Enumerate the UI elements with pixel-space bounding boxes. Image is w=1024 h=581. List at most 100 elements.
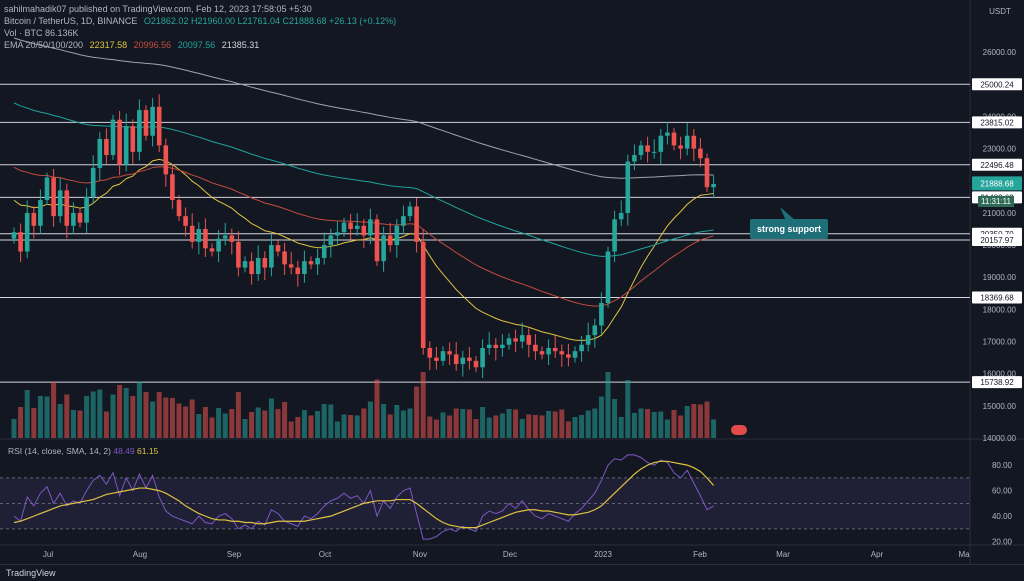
- volume-bar: [328, 404, 334, 438]
- candle-body: [222, 235, 228, 239]
- candle-body: [341, 222, 347, 233]
- volume-bar: [460, 409, 466, 438]
- volume-bar: [605, 372, 611, 438]
- candle-body: [473, 360, 479, 368]
- time-tick-label: Apr: [871, 550, 884, 559]
- candle-body: [394, 225, 400, 246]
- volume-bar: [572, 417, 578, 438]
- candle-body: [361, 225, 367, 236]
- volume-bar: [110, 394, 116, 438]
- volume-bar: [546, 411, 552, 438]
- volume-bar: [57, 404, 63, 438]
- volume-bar: [268, 398, 274, 438]
- rsi-ma-line: [13, 460, 715, 529]
- volume-bar: [90, 391, 96, 438]
- volume-bar: [691, 404, 697, 438]
- candle-body: [546, 347, 551, 355]
- candle-body: [632, 155, 637, 162]
- time-tick-label: Dec: [503, 550, 517, 559]
- volume-bar: [163, 397, 169, 438]
- volume-bar: [334, 421, 340, 438]
- volume-bar: [499, 413, 505, 438]
- volume-bar: [394, 405, 400, 438]
- volume-bar: [645, 409, 651, 438]
- candle-body: [84, 196, 89, 223]
- candle-body: [44, 177, 50, 201]
- candle-body: [335, 232, 340, 236]
- price-tick-label: 19000.00: [983, 273, 1017, 282]
- volume-bar: [301, 410, 307, 438]
- rsi-tick-label: 40.00: [992, 512, 1013, 521]
- volume-bar: [381, 404, 387, 438]
- candle-body: [539, 351, 545, 355]
- rsi-label: RSI (14, close, SMA, 14, 2): [8, 446, 111, 456]
- candle-body: [684, 135, 690, 149]
- volume-bar: [321, 404, 327, 438]
- candle-body: [104, 138, 109, 156]
- volume-bar: [209, 417, 215, 438]
- rsi-tick-label: 20.00: [992, 538, 1013, 547]
- candle-body: [460, 357, 466, 365]
- volume-bar: [711, 419, 717, 438]
- volume-bar: [374, 379, 380, 438]
- volume-bar: [51, 382, 57, 438]
- volume-bar: [84, 396, 90, 438]
- candle-body: [605, 251, 611, 303]
- volume-bar: [579, 415, 585, 438]
- candle-body: [176, 200, 182, 217]
- time-tick-label: Sep: [227, 550, 242, 559]
- volume-bar: [400, 410, 406, 438]
- candle-body: [143, 110, 149, 136]
- time-tick-label: Nov: [413, 550, 427, 559]
- volume-bar: [704, 401, 710, 438]
- candle-body: [645, 145, 650, 152]
- candle-body: [467, 357, 472, 361]
- candle-body: [420, 241, 426, 348]
- candle-body: [51, 177, 56, 217]
- volume-bar: [117, 385, 123, 438]
- level-badge: [972, 291, 1022, 304]
- level-badge: [972, 158, 1022, 171]
- volume-bar: [202, 407, 208, 438]
- candle-body: [618, 212, 624, 220]
- level-label: 23815.02: [980, 118, 1014, 127]
- volume-bar: [97, 389, 103, 438]
- candle-body: [612, 219, 617, 252]
- volume-bar: [559, 409, 565, 438]
- volume-bar: [308, 415, 314, 438]
- candle-body: [698, 148, 703, 159]
- candle-body: [354, 225, 360, 229]
- volume-bar: [598, 396, 604, 438]
- price-tick-label: 23000.00: [983, 145, 1017, 154]
- volume-bar: [539, 415, 545, 438]
- candle-body: [24, 212, 30, 252]
- candle-body: [269, 245, 274, 268]
- time-tick-label: Feb: [693, 550, 707, 559]
- volume-bar: [658, 411, 664, 438]
- rsi-ma-value: 61.15: [137, 446, 159, 456]
- volume-bar: [37, 396, 43, 438]
- level-badge: [972, 116, 1022, 129]
- candle-body: [572, 351, 578, 358]
- candle-body: [236, 241, 241, 268]
- level-label: 15738.92: [980, 378, 1014, 387]
- price-tick-label: 21000.00: [983, 209, 1017, 218]
- candle-body: [533, 344, 538, 352]
- candle-body: [275, 245, 281, 252]
- candle-body: [196, 229, 202, 242]
- volume-bar: [255, 407, 261, 438]
- candle-body: [500, 344, 505, 348]
- candle-body: [150, 106, 155, 136]
- level-label: 22496.48: [980, 161, 1014, 170]
- candle-body: [348, 222, 353, 229]
- candle-body: [38, 200, 43, 226]
- candle-body: [255, 257, 261, 275]
- flag-icon[interactable]: [731, 425, 747, 435]
- volume-bar: [341, 414, 347, 438]
- volume-bar: [275, 409, 281, 438]
- volume-bar: [77, 410, 83, 438]
- level-badge: [972, 78, 1022, 91]
- volume-bar: [295, 417, 301, 438]
- volume-bar: [11, 419, 17, 438]
